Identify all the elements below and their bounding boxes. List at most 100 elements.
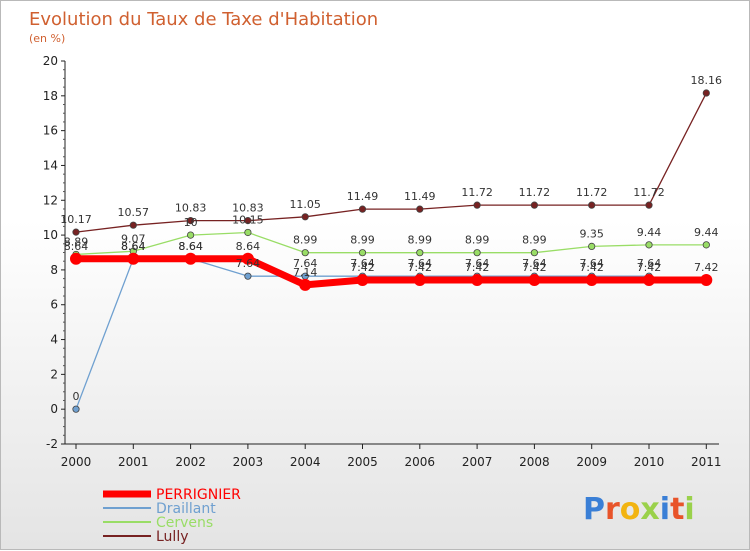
data-label-perrignier: 7.42 xyxy=(408,261,433,274)
x-tick-label: 2002 xyxy=(175,455,206,469)
x-tick-label: 2003 xyxy=(233,455,264,469)
data-label-perrignier: 8.64 xyxy=(236,240,261,253)
data-point-lully xyxy=(645,201,653,209)
data-label-draillant: 7.64 xyxy=(293,257,318,270)
data-point-draillant xyxy=(72,405,80,413)
y-tick-label: -2 xyxy=(46,437,58,451)
data-point-perrignier xyxy=(241,252,254,265)
y-tick-label: 8 xyxy=(50,263,58,277)
data-point-lully xyxy=(187,217,195,225)
x-tick-label: 2011 xyxy=(691,455,722,469)
logo-letter: i xyxy=(684,492,694,527)
series-lines xyxy=(72,92,710,410)
data-point-perrignier xyxy=(700,274,713,287)
data-label-cervens: 10.15 xyxy=(232,213,264,226)
data-point-cervens xyxy=(473,249,481,257)
x-tick-label: 2004 xyxy=(290,455,321,469)
series-line-lully xyxy=(75,92,707,233)
data-label-draillant: 8.64 xyxy=(178,240,203,253)
data-label-cervens: 9.07 xyxy=(121,232,146,245)
data-label-draillant: 7.64 xyxy=(579,257,604,270)
data-label-draillant: 8.64 xyxy=(121,240,146,253)
data-point-perrignier xyxy=(70,252,82,265)
logo-letter: o xyxy=(620,492,641,527)
data-label-lully: 11.72 xyxy=(519,186,551,199)
data-label-lully: 11.72 xyxy=(633,186,665,199)
data-label-draillant: 7.64 xyxy=(522,257,547,270)
x-tick-label: 2005 xyxy=(347,455,378,469)
legend-label-draillant: Draillant xyxy=(156,501,216,517)
data-label-cervens: 8.99 xyxy=(408,234,433,247)
y-tick-label: 2 xyxy=(50,367,58,381)
data-label-cervens: 10 xyxy=(184,216,198,229)
series-line-cervens xyxy=(75,231,707,256)
data-point-lully xyxy=(301,213,309,221)
data-point-lully xyxy=(244,217,252,225)
logo-letter: P xyxy=(583,492,605,527)
x-tick-label: 2010 xyxy=(634,455,665,469)
logo-letter: x xyxy=(640,492,659,527)
data-point-lully xyxy=(530,201,539,209)
data-label-cervens: 8.99 xyxy=(465,234,490,247)
data-label-cervens: 8.99 xyxy=(350,234,375,247)
data-label-perrignier: 7.42 xyxy=(579,261,604,274)
data-label-cervens: 8.89 xyxy=(64,235,89,248)
data-label-lully: 11.05 xyxy=(289,198,321,211)
data-label-perrignier: 7.42 xyxy=(637,261,662,274)
data-point-cervens xyxy=(416,249,424,257)
x-tick-label: 2000 xyxy=(61,455,92,469)
data-label-lully: 10.83 xyxy=(232,202,264,215)
data-point-perrignier xyxy=(356,274,369,287)
data-point-cervens xyxy=(702,241,710,249)
data-label-cervens: 8.99 xyxy=(522,234,547,247)
data-label-perrignier: 7.42 xyxy=(465,261,490,274)
data-label-draillant: 7.64 xyxy=(408,257,433,270)
x-tick-label: 2009 xyxy=(576,455,607,469)
data-point-perrignier xyxy=(184,252,197,265)
logo-letter: i xyxy=(660,492,670,527)
y-tick-label: 14 xyxy=(43,158,58,172)
chart-title: Evolution du Taux de Taxe d'Habitation xyxy=(29,9,378,30)
series-labels: 0 8.64 8.64 7.64 7.64 7.64 7.64 7.64 7.64 7.64 7.6… xyxy=(60,74,722,403)
data-point-lully xyxy=(358,205,367,213)
data-point-cervens xyxy=(645,241,653,249)
y-tick-label: 16 xyxy=(43,124,58,138)
x-tick-label: 2006 xyxy=(405,455,436,469)
data-label-perrignier: 7.42 xyxy=(694,261,719,274)
data-label-lully: 18.16 xyxy=(691,74,723,87)
data-label-lully: 10.57 xyxy=(118,206,150,219)
data-point-perrignier xyxy=(471,274,484,287)
data-label-draillant: 7.64 xyxy=(350,257,375,270)
y-axis-ticks: -2 0 2 4 6 8 10 12 14 16 18 20 xyxy=(43,54,65,451)
logo-letter: r xyxy=(605,492,620,527)
data-point-lully xyxy=(702,89,710,97)
data-label-perrignier: 8.64 xyxy=(178,240,203,253)
legend-label-cervens: Cervens xyxy=(156,515,213,531)
data-label-draillant: 7.64 xyxy=(465,257,490,270)
data-label-lully: 11.72 xyxy=(576,186,608,199)
proxiti-logo: Proxiti xyxy=(583,492,695,527)
series-points xyxy=(70,89,713,413)
series-line-perrignier xyxy=(72,255,710,289)
data-label-perrignier: 7.14 xyxy=(293,266,318,279)
data-point-perrignier xyxy=(643,274,655,287)
data-point-perrignier xyxy=(413,274,426,287)
data-point-cervens xyxy=(187,231,195,239)
data-label-lully: 11.49 xyxy=(347,190,379,203)
data-point-perrignier xyxy=(127,252,140,265)
x-tick-label: 2001 xyxy=(118,455,149,469)
data-label-perrignier: 7.42 xyxy=(522,261,547,274)
data-point-draillant xyxy=(244,272,252,280)
data-label-lully: 11.72 xyxy=(461,186,493,199)
y-tick-label: 0 xyxy=(50,402,58,416)
legend-label-lully: Lully xyxy=(156,529,189,545)
y-tick-label: 20 xyxy=(43,54,58,68)
data-label-perrignier: 8.64 xyxy=(64,240,89,253)
data-point-cervens xyxy=(530,249,539,257)
data-label-perrignier: 8.64 xyxy=(121,240,146,253)
x-tick-label: 2008 xyxy=(519,455,550,469)
data-point-cervens xyxy=(588,242,596,251)
y-tick-label: 18 xyxy=(43,89,58,103)
